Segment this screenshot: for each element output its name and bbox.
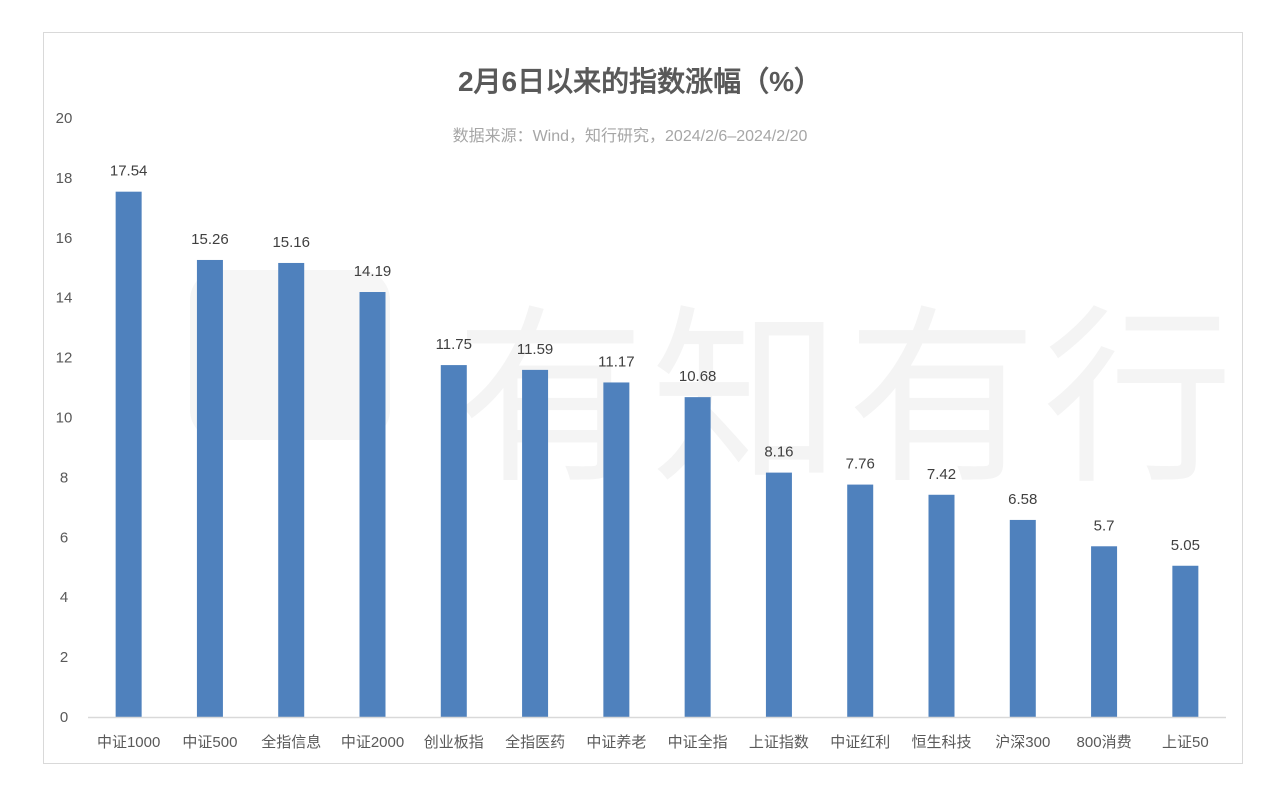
bar: [765, 472, 792, 717]
data-label: 5.05: [1171, 537, 1200, 554]
x-tick-label: 中证全指: [668, 733, 728, 751]
bar: [1172, 565, 1199, 717]
bar: [440, 365, 467, 717]
y-tick-label: 14: [56, 290, 73, 307]
bar: [522, 369, 549, 717]
data-label: 11.59: [517, 341, 553, 358]
x-tick-label: 中证养老: [586, 734, 646, 751]
bar: [278, 262, 305, 717]
data-label: 15.26: [191, 231, 229, 248]
y-tick-label: 2: [60, 649, 68, 666]
data-label: 17.54: [110, 163, 148, 180]
x-tick-label: 全指信息: [261, 733, 321, 751]
bar: [1091, 546, 1118, 717]
data-label: 6.58: [1008, 491, 1037, 508]
chart-title: 2月6日以来的指数涨幅（%）: [457, 66, 823, 97]
x-tick-label: 全指医药: [505, 733, 565, 751]
chart-subtitle: 数据来源：Wind，知行研究，2024/2/6–2024/2/20: [452, 128, 808, 145]
data-label: 14.19: [354, 263, 392, 280]
data-label: 7.76: [846, 456, 875, 473]
bar: [684, 397, 711, 717]
y-tick-label: 10: [56, 410, 73, 427]
y-tick-label: 20: [56, 110, 73, 127]
bar: [359, 292, 386, 717]
x-tick-label: 上证50: [1162, 734, 1209, 751]
data-label: 11.75: [436, 336, 472, 353]
x-tick-label: 中证500: [182, 734, 237, 751]
bar: [847, 484, 874, 717]
chart-frame: [43, 32, 1243, 764]
y-tick-label: 16: [56, 230, 73, 247]
data-label: 10.68: [679, 368, 717, 385]
x-tick-label: 沪深300: [995, 734, 1050, 751]
x-tick-label: 创业板指: [424, 733, 484, 751]
bar: [928, 494, 955, 717]
y-tick-label: 8: [60, 469, 68, 486]
y-tick-label: 0: [60, 709, 68, 726]
y-tick-label: 18: [56, 170, 73, 187]
data-label: 11.17: [598, 353, 634, 370]
x-tick-label: 中证2000: [341, 734, 404, 751]
bar: [603, 382, 630, 717]
x-tick-label: 中证红利: [830, 734, 890, 751]
x-tick-label: 上证指数: [749, 734, 809, 751]
y-tick-label: 12: [56, 350, 73, 367]
data-label: 5.7: [1094, 517, 1115, 534]
data-label: 8.16: [764, 444, 793, 461]
bar: [115, 191, 142, 717]
y-tick-label: 6: [60, 529, 68, 546]
bar: [1009, 519, 1036, 717]
x-tick-label: 恒生科技: [911, 734, 971, 751]
y-tick-label: 4: [60, 589, 68, 606]
bar: [196, 259, 223, 717]
x-tick-label: 800消费: [1077, 734, 1132, 751]
data-label: 7.42: [927, 466, 956, 483]
x-tick-label: 中证1000: [97, 734, 160, 751]
watermark-text: 有知有行: [455, 289, 1240, 510]
data-label: 15.16: [272, 234, 310, 251]
